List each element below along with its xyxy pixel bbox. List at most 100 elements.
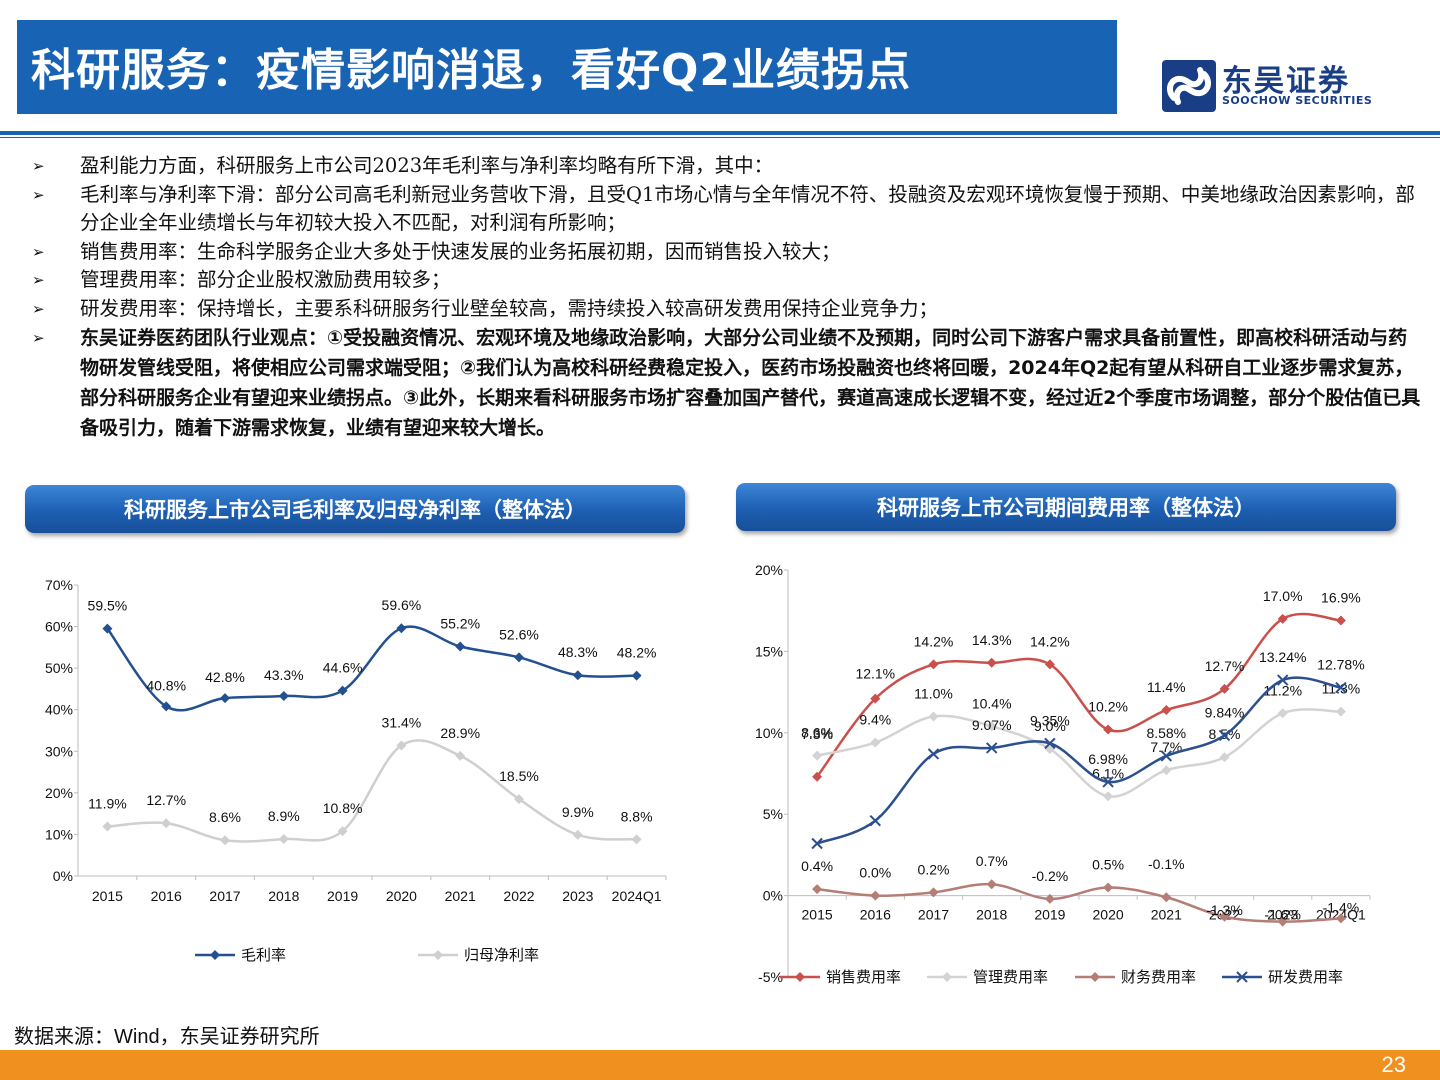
bullet-item: ➢ 毛利率与净利率下滑：部分公司高毛利新冠业务营收下滑，且受Q1市场心情与全年情况… [28, 181, 1423, 238]
data-point-marker [985, 742, 998, 754]
data-point-marker [631, 834, 642, 845]
data-label: 12.1% [855, 666, 895, 682]
data-point-marker [1103, 791, 1114, 802]
bullet-text: 东吴证券医药团队行业观点：①受投融资情况、宏观环境及地缘政治影响，大部分公司业绩… [80, 327, 1421, 439]
data-point-marker [928, 659, 939, 670]
series-line [816, 882, 1341, 923]
legend-label: 毛利率 [241, 947, 286, 964]
data-label: 9.4% [859, 712, 891, 728]
data-label: 0.4% [801, 858, 833, 874]
data-label: 9.84% [1205, 704, 1245, 720]
data-point-marker [1219, 911, 1230, 922]
bullet-text: 销售费用率：生命科学服务企业大多处于快速发展的业务拓展初期，因而销售投入较大； [80, 239, 841, 263]
bullet-text: 研发费用率：保持增长，主要系科研服务行业壁垒较高，需持续投入较高研发费用保持企业… [80, 296, 939, 320]
y-tick-label: 30% [45, 743, 73, 759]
x-tick-label: 2016 [151, 888, 182, 904]
legend-label: 研发费用率 [1268, 969, 1343, 986]
data-point-marker [942, 972, 952, 982]
data-label: 48.2% [617, 645, 657, 661]
data-label: 9.07% [972, 717, 1012, 733]
data-label: 8.8% [621, 808, 653, 824]
data-point-marker [572, 670, 583, 681]
data-point-marker [1219, 683, 1230, 694]
data-label: 9.35% [1030, 712, 1070, 728]
data-label: 8.6% [209, 809, 241, 825]
data-label: 0.5% [1092, 856, 1124, 872]
data-point-marker [433, 950, 443, 960]
data-point-marker [102, 623, 113, 634]
data-point-marker [1219, 752, 1230, 763]
data-point-marker [1277, 613, 1288, 624]
data-label: 6.1% [1092, 765, 1124, 781]
arrow-bullet-icon: ➢ [32, 242, 45, 261]
data-label: 43.3% [264, 667, 304, 683]
chart-header-margin: 科研服务上市公司毛利率及归母净利率（整体法） [25, 485, 685, 533]
data-source: 数据来源：Wind，东吴证券研究所 [14, 1026, 320, 1048]
y-tick-label: 0% [763, 888, 783, 904]
data-point-marker [812, 884, 823, 895]
y-tick-label: 15% [755, 643, 783, 659]
data-label: -0.2% [1032, 868, 1069, 884]
data-point-marker [1335, 681, 1347, 694]
arrow-bullet-icon: ➢ [32, 157, 45, 175]
data-point-marker [795, 972, 805, 982]
logo-text-cn: 东吴证券 [1222, 64, 1350, 99]
x-tick-label: 2021 [1151, 907, 1182, 923]
data-label: 52.6% [499, 626, 539, 642]
data-point-marker [870, 890, 881, 901]
chart-header-expense: 科研服务上市公司期间费用率（整体法） [736, 483, 1396, 531]
data-label: -1.4% [1323, 899, 1360, 915]
logo: 东吴证券 SOOCHOW SECURITIES [1160, 58, 1400, 114]
bullet-list: ➢ 盈利能力方面，科研服务上市公司2023年毛利率与净利率均略有所下滑，其中： ➢… [28, 152, 1423, 443]
data-label: 44.6% [323, 660, 363, 676]
data-point-marker [1161, 705, 1172, 716]
y-tick-label: 20% [755, 562, 783, 578]
bullet-item: ➢ 销售费用率：生命科学服务企业大多处于快速发展的业务拓展初期，因而销售投入较大； [28, 238, 1423, 267]
data-point-marker [1102, 776, 1114, 788]
data-point-marker [1044, 659, 1055, 670]
x-tick-label: 2018 [268, 888, 299, 904]
arrow-bullet-icon: ➢ [32, 185, 45, 204]
series-line [107, 739, 637, 843]
x-tick-label: 2021 [445, 888, 476, 904]
data-point-marker [928, 711, 939, 722]
data-label: 18.5% [499, 768, 539, 784]
y-tick-label: 50% [45, 660, 73, 676]
bullet-item: ➢ 盈利能力方面，科研服务上市公司2023年毛利率与净利率均略有所下滑，其中： [28, 152, 1423, 181]
data-point-marker [986, 657, 997, 668]
x-tick-label: 2016 [860, 907, 891, 923]
series-line [816, 612, 1342, 778]
data-point-marker [396, 623, 407, 634]
data-point-marker [869, 815, 882, 827]
x-tick-label: 2015 [802, 907, 833, 923]
page-title: 科研服务：疫情影响消退，看好Q2业绩拐点 [31, 45, 912, 96]
soochow-logo-icon [1162, 60, 1216, 112]
data-point-marker [396, 740, 407, 751]
data-point-marker [210, 950, 220, 960]
data-point-marker [102, 821, 113, 832]
data-point-marker [572, 829, 583, 840]
x-tick-label: 2023 [562, 888, 593, 904]
data-label: 42.8% [205, 669, 245, 685]
data-point-marker [455, 750, 466, 761]
page-number: 23 [1381, 1052, 1406, 1077]
data-point-marker [278, 834, 289, 845]
data-label: 14.2% [914, 633, 954, 649]
data-point-marker [337, 826, 348, 837]
data-point-marker [1277, 708, 1288, 719]
data-point-marker [631, 670, 642, 681]
data-label: -0.1% [1148, 856, 1185, 872]
data-label: 6.98% [1088, 751, 1128, 767]
data-label: 7.3% [801, 726, 833, 742]
data-point-marker [161, 701, 172, 712]
data-label: 14.2% [1030, 633, 1070, 649]
data-label: 16.9% [1321, 589, 1361, 605]
data-label: 10.8% [323, 800, 363, 816]
data-label: 31.4% [382, 714, 422, 730]
data-point-marker [514, 794, 524, 805]
data-point-marker [1044, 893, 1055, 904]
bullet-text: 管理费用率：部分企业股权激励费用较多； [80, 268, 451, 291]
data-point-marker [220, 835, 230, 846]
data-label: 12.7% [146, 792, 186, 808]
data-label: 0.2% [918, 861, 950, 877]
